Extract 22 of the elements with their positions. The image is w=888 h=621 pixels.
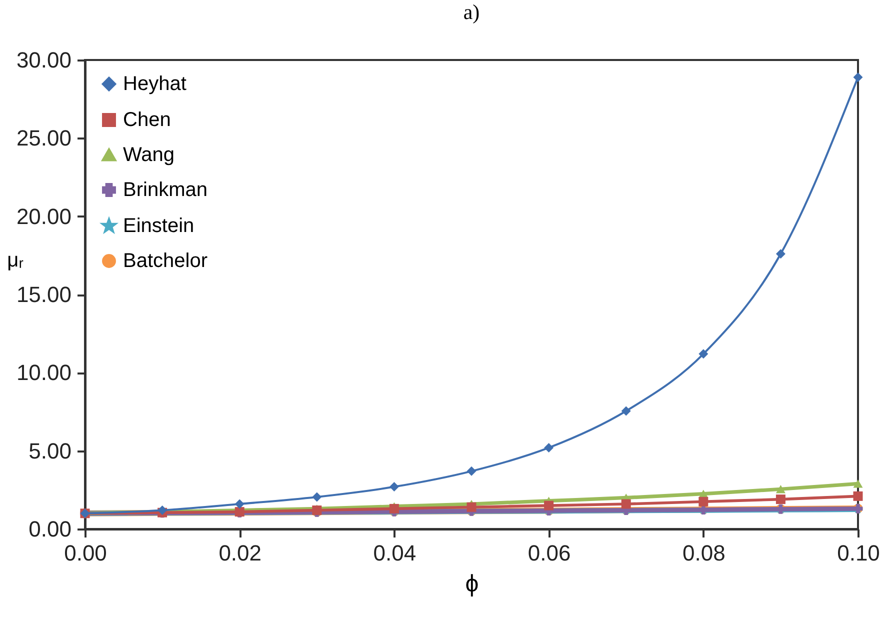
legend-label: Einstein bbox=[123, 215, 194, 237]
legend-label: Heyhat bbox=[123, 73, 187, 95]
legend-label: Wang bbox=[123, 144, 175, 166]
y-tick-label: 15.00 bbox=[16, 282, 72, 307]
legend-label: Batchelor bbox=[123, 250, 208, 272]
y-tick-label: 5.00 bbox=[28, 438, 72, 464]
legend-label: Brinkman bbox=[123, 179, 208, 201]
x-tick-label: 0.08 bbox=[682, 540, 726, 566]
x-tick-label: 0.00 bbox=[64, 540, 107, 566]
y-axis-title: μᵣ bbox=[7, 250, 24, 272]
x-tick-label: 0.04 bbox=[373, 540, 416, 566]
y-tick-label: 0.00 bbox=[28, 516, 72, 542]
x-tick-label: 0.06 bbox=[528, 540, 571, 566]
x-axis-title: ϕ bbox=[465, 570, 479, 598]
legend-label: Chen bbox=[123, 109, 171, 131]
x-tick-label: 0.10 bbox=[837, 540, 880, 566]
y-tick-label: 30.00 bbox=[16, 48, 72, 72]
y-tick-label: 25.00 bbox=[16, 126, 72, 151]
y-tick-label: 10.00 bbox=[16, 360, 72, 386]
x-tick-label: 0.02 bbox=[218, 540, 262, 566]
y-tick-label: 20.00 bbox=[16, 204, 72, 229]
chart-title: a) bbox=[463, 0, 480, 24]
